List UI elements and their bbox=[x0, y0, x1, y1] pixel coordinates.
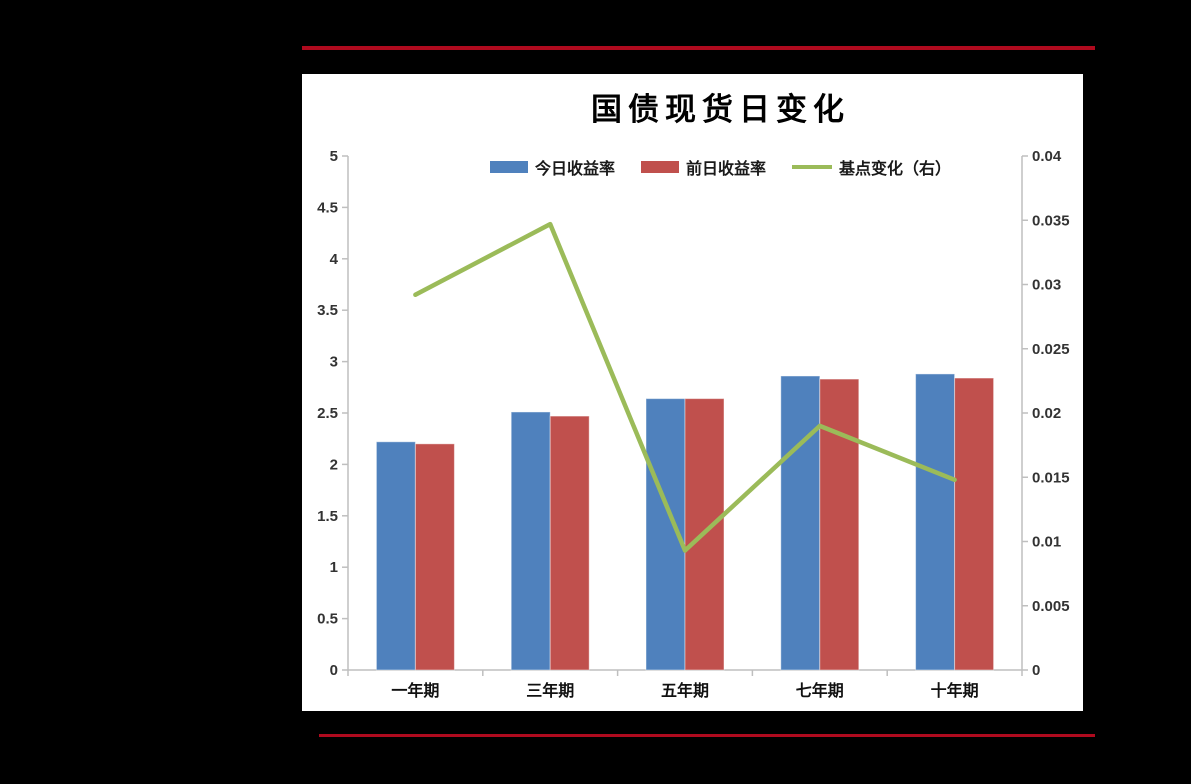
x-category-label: 十年期 bbox=[931, 681, 979, 700]
legend-label-today-yield: 今日收益率 bbox=[534, 161, 615, 178]
right-axis-tick-label: 0.02 bbox=[1032, 405, 1061, 422]
left-axis-tick-label: 5 bbox=[330, 148, 338, 165]
left-axis-tick-label: 3 bbox=[330, 354, 338, 371]
right-axis-tick-label: 0.01 bbox=[1032, 534, 1061, 551]
left-axis-tick-label: 0.5 bbox=[317, 611, 338, 628]
x-category-label: 一年期 bbox=[391, 681, 439, 700]
left-axis-tick-label: 3.5 bbox=[317, 302, 338, 319]
left-axis-tick-label: 2 bbox=[330, 456, 338, 473]
legend-item-bp-change: 基点变化（右） bbox=[792, 155, 951, 179]
bp-change-line bbox=[413, 221, 957, 553]
x-category-label: 三年期 bbox=[526, 681, 574, 700]
right-axis-tick-label: 0.04 bbox=[1032, 148, 1062, 165]
legend-label-bp-change: 基点变化（右） bbox=[839, 161, 952, 178]
right-axis-tick-label: 0 bbox=[1032, 662, 1040, 679]
bar-prev-一年期 bbox=[414, 443, 455, 671]
left-axis-tick-label: 0 bbox=[330, 662, 338, 679]
top-accent-rule bbox=[302, 46, 1095, 50]
right-axis-tick-label: 0.005 bbox=[1032, 598, 1070, 615]
left-axis-tick-label: 1 bbox=[330, 559, 338, 576]
bar-prev-七年期 bbox=[819, 378, 860, 671]
legend-swatch-prevday-yield bbox=[640, 161, 679, 173]
right-axis-tick-label: 0.025 bbox=[1032, 341, 1070, 358]
x-category-label: 五年期 bbox=[661, 681, 709, 700]
left-axis-tick-label: 1.5 bbox=[317, 508, 338, 525]
legend-item-prevday-yield: 前日收益率 bbox=[640, 155, 766, 179]
left-axis-tick-label: 4.5 bbox=[317, 199, 338, 216]
bar-prev-十年期 bbox=[954, 377, 995, 671]
bar-today-十年期 bbox=[915, 373, 956, 671]
combo-chart-plot: 5 4.5 4 3.5 3 2.5 2 1.5 1 0.5 0 0.04 0.035 0.03 0.025 0… bbox=[317, 148, 1070, 700]
right-axis-tick-label: 0.015 bbox=[1032, 469, 1070, 486]
legend-swatch-today-yield bbox=[489, 161, 528, 173]
chart-title: 国债现货日变化 bbox=[591, 92, 850, 127]
left-axis-tick-label: 4 bbox=[330, 251, 339, 268]
x-category-label: 七年期 bbox=[796, 681, 844, 700]
bottom-accent-rule bbox=[319, 734, 1095, 737]
chart-panel: 国债现货日变化 今日收益率 前日收益率 基点变化（右） 5 4.5 4 3.5 3 2.5… bbox=[302, 74, 1083, 711]
bar-today-三年期 bbox=[510, 411, 551, 671]
bar-prev-三年期 bbox=[549, 415, 590, 671]
bar-today-七年期 bbox=[780, 375, 821, 671]
right-axis-tick-label: 0.035 bbox=[1032, 212, 1070, 229]
legend-item-today-yield: 今日收益率 bbox=[489, 155, 615, 179]
legend-label-prevday-yield: 前日收益率 bbox=[685, 161, 766, 178]
bar-today-一年期 bbox=[375, 441, 416, 671]
legend-swatch-bp-change bbox=[792, 165, 832, 169]
right-axis-tick-label: 0.03 bbox=[1032, 277, 1061, 294]
left-axis-tick-label: 2.5 bbox=[317, 405, 338, 422]
chart-legend: 今日收益率 前日收益率 基点变化（右） bbox=[358, 155, 1083, 179]
